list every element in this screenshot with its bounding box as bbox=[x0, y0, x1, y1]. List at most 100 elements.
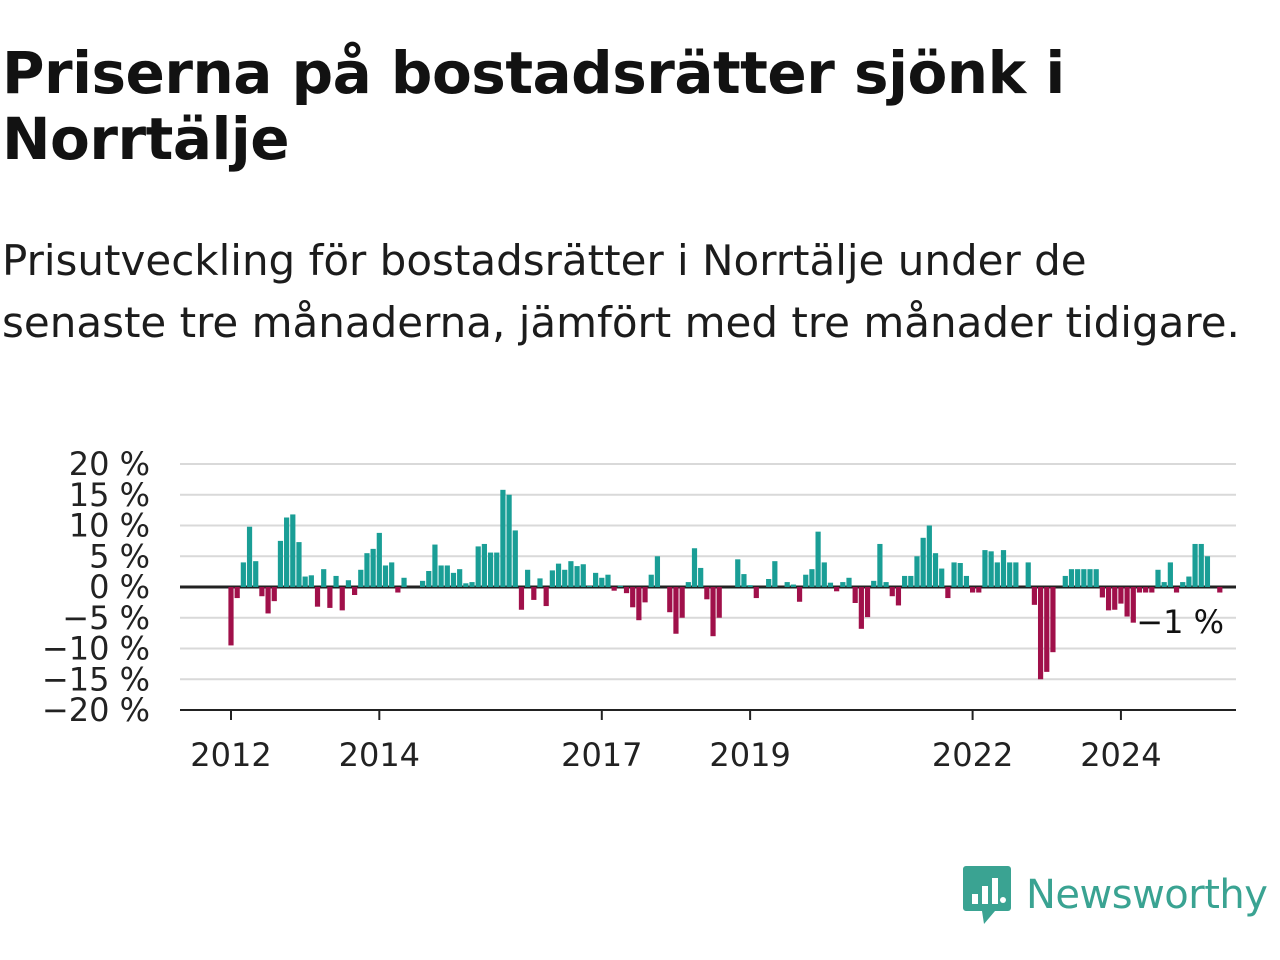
bar bbox=[1050, 587, 1056, 653]
bar bbox=[574, 566, 580, 587]
bar bbox=[698, 567, 704, 587]
bars bbox=[228, 489, 1223, 680]
bar bbox=[864, 587, 871, 618]
bar bbox=[277, 540, 284, 587]
bar-chart: 20 %15 %10 %5 %0 %−5 %−10 %−15 %−20 % 20… bbox=[42, 445, 1236, 774]
bar bbox=[549, 570, 555, 587]
newsworthy-logo-icon bbox=[963, 866, 1011, 924]
bar bbox=[667, 587, 673, 613]
bar bbox=[1062, 575, 1068, 587]
bar bbox=[302, 576, 308, 587]
bar bbox=[457, 569, 463, 587]
bar bbox=[815, 531, 821, 587]
bar bbox=[364, 553, 370, 587]
bar bbox=[1143, 587, 1149, 593]
bar bbox=[525, 569, 531, 587]
bar bbox=[246, 526, 253, 587]
bar bbox=[562, 569, 568, 587]
y-tick-label: 20 % bbox=[69, 445, 150, 483]
bar bbox=[852, 587, 858, 603]
bar bbox=[327, 587, 333, 608]
bar bbox=[630, 587, 636, 608]
bar bbox=[401, 577, 407, 587]
bar bbox=[1173, 587, 1180, 593]
bar bbox=[642, 587, 648, 603]
bar bbox=[358, 569, 364, 587]
bar bbox=[611, 587, 617, 591]
bar bbox=[444, 565, 450, 587]
bar bbox=[500, 489, 506, 587]
bar bbox=[395, 587, 401, 593]
bar bbox=[1007, 562, 1013, 587]
bar bbox=[1093, 569, 1099, 587]
bar bbox=[370, 548, 376, 587]
bar bbox=[1087, 569, 1093, 587]
bar bbox=[593, 572, 599, 587]
bar bbox=[1149, 587, 1155, 593]
y-tick-label: −20 % bbox=[42, 691, 150, 729]
x-tick-label: 2012 bbox=[190, 736, 271, 774]
bar bbox=[432, 544, 438, 587]
bar bbox=[994, 562, 1000, 587]
bar bbox=[308, 575, 314, 587]
bar bbox=[1037, 587, 1044, 680]
bar bbox=[419, 580, 426, 587]
bar bbox=[537, 578, 543, 587]
bar bbox=[926, 525, 932, 587]
bar bbox=[902, 575, 908, 587]
bar bbox=[889, 587, 895, 597]
bar bbox=[1124, 587, 1130, 617]
bar bbox=[883, 582, 889, 587]
bar bbox=[234, 587, 240, 599]
bar bbox=[617, 585, 623, 587]
bar bbox=[772, 561, 778, 587]
bar bbox=[389, 562, 395, 587]
bar bbox=[1031, 587, 1037, 605]
y-tick-label: 0 % bbox=[89, 568, 150, 606]
bar bbox=[790, 584, 796, 587]
bar bbox=[469, 582, 475, 587]
bar bbox=[265, 587, 271, 614]
bar bbox=[463, 583, 469, 587]
bar bbox=[518, 587, 525, 610]
bar bbox=[654, 556, 661, 587]
bar bbox=[1217, 587, 1223, 593]
bar bbox=[945, 587, 951, 599]
bar bbox=[834, 587, 840, 592]
bar bbox=[1099, 587, 1105, 598]
bar bbox=[753, 587, 759, 599]
bar bbox=[543, 587, 549, 607]
bar bbox=[555, 563, 562, 587]
bar bbox=[1075, 569, 1081, 587]
bar bbox=[796, 587, 803, 602]
y-axis-tick-labels: 20 %15 %10 %5 %0 %−5 %−10 %−15 %−20 % bbox=[42, 445, 150, 729]
bar bbox=[1130, 587, 1136, 623]
bar bbox=[1118, 587, 1124, 604]
bar bbox=[228, 587, 234, 646]
bar bbox=[580, 564, 586, 587]
bar bbox=[290, 514, 296, 587]
bar bbox=[809, 569, 815, 587]
x-tick-label: 2017 bbox=[561, 736, 642, 774]
bar bbox=[914, 556, 920, 587]
bar bbox=[976, 587, 982, 593]
bar bbox=[704, 587, 710, 600]
bar bbox=[1167, 562, 1173, 587]
bar bbox=[636, 587, 642, 621]
bar bbox=[345, 580, 352, 587]
bar bbox=[846, 577, 852, 587]
bar bbox=[895, 587, 902, 606]
bar bbox=[240, 562, 246, 587]
bar bbox=[679, 587, 685, 618]
bar bbox=[259, 587, 265, 597]
bar bbox=[376, 532, 382, 587]
x-tick-label: 2022 bbox=[932, 736, 1013, 774]
bar bbox=[970, 587, 976, 593]
bar bbox=[1136, 587, 1143, 593]
y-tick-label: 10 % bbox=[69, 507, 150, 545]
bar bbox=[1081, 569, 1087, 587]
bar bbox=[623, 587, 630, 594]
bar bbox=[821, 562, 827, 587]
x-tick-label: 2019 bbox=[709, 736, 790, 774]
bar bbox=[382, 565, 389, 587]
